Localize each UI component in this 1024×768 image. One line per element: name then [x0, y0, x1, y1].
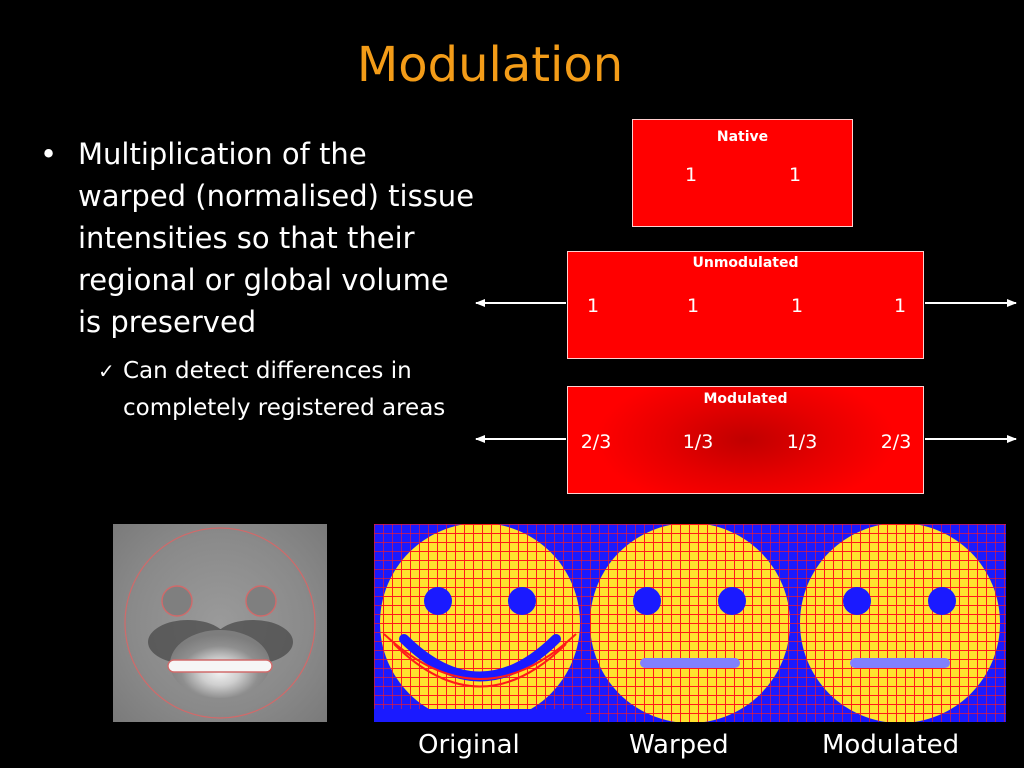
caption-modulated: Modulated [822, 730, 960, 760]
native-label: Native [716, 129, 769, 145]
bullet-sub-text: Can detect differences in completely reg… [123, 358, 446, 421]
modulated-value: 2/3 [880, 431, 912, 453]
native-value: 1 [684, 164, 698, 186]
bullet-main-text: Multiplication of the warped (normalised… [78, 137, 475, 339]
bullet-sub: ✓ Can detect differences in completely r… [38, 353, 478, 427]
bullet-main: • Multiplication of the warped (normalis… [38, 133, 478, 343]
unmodulated-value: 1 [686, 295, 700, 317]
checkmark-icon: ✓ [98, 359, 115, 383]
modulated-label: Modulated [703, 391, 788, 407]
original-face [374, 524, 586, 722]
native-box: Native 1 1 [632, 119, 853, 227]
warped-face [590, 523, 790, 723]
native-value: 1 [788, 164, 802, 186]
bullet-list: • Multiplication of the warped (normalis… [38, 133, 478, 427]
grid-faces-image [374, 523, 1006, 723]
slide-title: Modulation [356, 37, 624, 93]
modulated-value: 1/3 [682, 431, 714, 453]
modulated-difference-image [113, 524, 327, 722]
unmodulated-box: Unmodulated 1 1 1 1 [567, 251, 924, 359]
modulated-value: 2/3 [580, 431, 612, 453]
modulated-value: 1/3 [786, 431, 818, 453]
modulated-face [800, 523, 1000, 723]
unmodulated-value: 1 [893, 295, 907, 317]
caption-warped: Warped [629, 730, 729, 760]
modulated-box: Modulated 2/3 1/3 1/3 2/3 [567, 386, 924, 494]
unmodulated-label: Unmodulated [692, 255, 799, 271]
unmodulated-value: 1 [586, 295, 600, 317]
unmodulated-value: 1 [790, 295, 804, 317]
bullet-dot-icon: • [40, 137, 58, 171]
caption-original: Original [418, 730, 520, 760]
